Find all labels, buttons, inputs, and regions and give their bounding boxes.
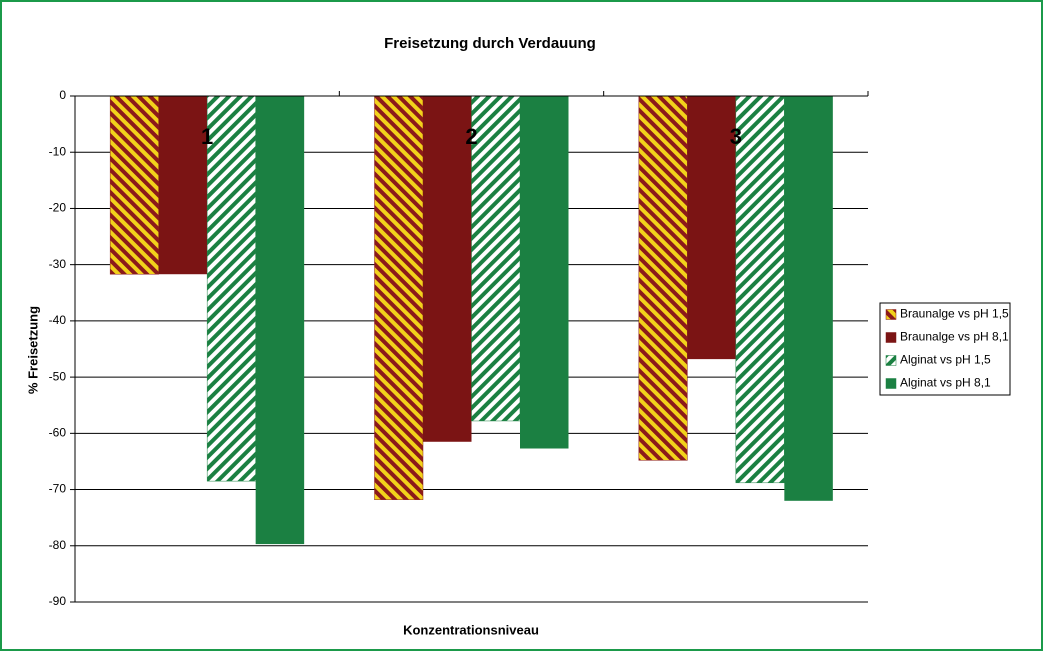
bar xyxy=(638,95,688,461)
bar xyxy=(423,96,472,442)
x-tick-label: 3 xyxy=(730,124,742,149)
y-tick-label: -30 xyxy=(49,257,67,271)
x-tick-label: 1 xyxy=(201,124,213,149)
legend-swatch xyxy=(885,309,897,320)
y-tick-label: -10 xyxy=(49,144,67,158)
y-tick-label: -90 xyxy=(49,594,67,608)
bar xyxy=(158,96,208,275)
bar xyxy=(374,95,424,500)
bar xyxy=(109,95,159,275)
y-tick-label: 0 xyxy=(59,88,66,102)
legend-label: Braunalge vs pH 1,5 xyxy=(900,307,1009,321)
bar xyxy=(255,96,305,545)
y-tick-label: -20 xyxy=(49,201,67,215)
y-tick-label: -70 xyxy=(49,482,67,496)
legend-label: Alginat vs pH 8,1 xyxy=(900,376,991,390)
y-axis-title: % Freisetzung xyxy=(25,306,40,394)
legend-swatch xyxy=(885,378,897,389)
y-tick-label: -40 xyxy=(49,313,67,327)
y-tick-label: -50 xyxy=(49,369,67,383)
bar xyxy=(206,95,256,482)
bar xyxy=(520,96,569,449)
legend-swatch xyxy=(885,332,897,343)
chart-title: Freisetzung durch Verdauung xyxy=(384,35,596,52)
bar xyxy=(687,96,736,360)
x-axis-title: Konzentrationsniveau xyxy=(403,622,539,637)
legend-swatch xyxy=(885,355,897,366)
bar xyxy=(471,95,521,422)
bar xyxy=(735,95,785,484)
y-tick-label: -60 xyxy=(49,426,67,440)
legend-label: Alginat vs pH 1,5 xyxy=(900,353,991,367)
legend-box xyxy=(879,302,1011,396)
legend-label: Braunalge vs pH 8,1 xyxy=(900,330,1009,344)
x-tick-label: 2 xyxy=(465,124,477,149)
bar xyxy=(784,96,833,501)
y-tick-label: -80 xyxy=(49,538,67,552)
